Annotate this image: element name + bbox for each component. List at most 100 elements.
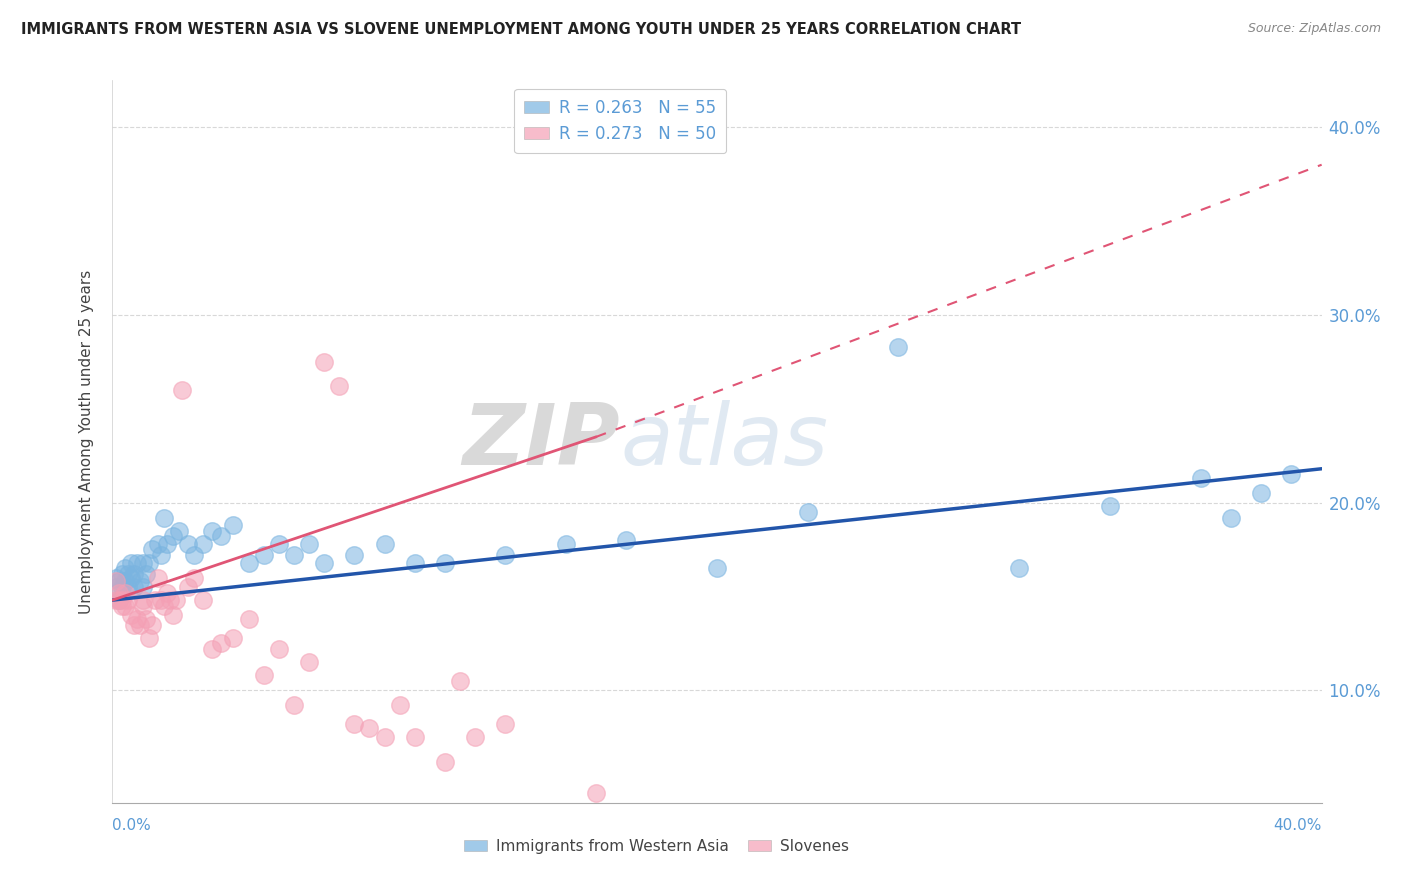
- Point: [388, 698, 411, 713]
- Point: [132, 580, 155, 594]
- Point: [165, 593, 187, 607]
- Point: [201, 524, 224, 538]
- Point: [238, 612, 260, 626]
- Point: [177, 580, 200, 594]
- Text: 0.0%: 0.0%: [112, 818, 152, 833]
- Point: [359, 721, 381, 735]
- Point: [495, 548, 517, 562]
- Point: [114, 585, 136, 599]
- Point: [585, 786, 607, 800]
- Point: [253, 668, 276, 682]
- Point: [183, 548, 205, 562]
- Point: [343, 548, 366, 562]
- Point: [125, 612, 148, 626]
- Point: [114, 561, 136, 575]
- Point: [314, 355, 336, 369]
- Point: [141, 617, 163, 632]
- Text: atlas: atlas: [620, 400, 828, 483]
- Point: [238, 556, 260, 570]
- Point: [135, 566, 157, 581]
- Point: [1189, 471, 1212, 485]
- Point: [343, 717, 366, 731]
- Point: [114, 599, 136, 613]
- Point: [110, 599, 132, 613]
- Point: [107, 593, 129, 607]
- Point: [283, 698, 305, 713]
- Point: [120, 571, 142, 585]
- Point: [128, 617, 150, 632]
- Point: [146, 571, 169, 585]
- Point: [201, 641, 224, 656]
- Point: [146, 537, 169, 551]
- Point: [314, 556, 336, 570]
- Point: [110, 580, 132, 594]
- Point: [143, 593, 166, 607]
- Point: [1279, 467, 1302, 482]
- Point: [110, 593, 132, 607]
- Point: [128, 574, 150, 589]
- Point: [183, 571, 205, 585]
- Point: [222, 518, 245, 533]
- Point: [209, 529, 232, 543]
- Point: [616, 533, 638, 547]
- Point: [298, 655, 321, 669]
- Point: [125, 556, 148, 570]
- Point: [267, 537, 290, 551]
- Point: [298, 537, 321, 551]
- Point: [110, 566, 132, 581]
- Point: [104, 571, 127, 585]
- Point: [162, 608, 184, 623]
- Point: [122, 617, 145, 632]
- Point: [433, 556, 456, 570]
- Point: [374, 730, 396, 744]
- Point: [433, 755, 456, 769]
- Point: [117, 566, 139, 581]
- Y-axis label: Unemployment Among Youth under 25 years: Unemployment Among Youth under 25 years: [79, 269, 94, 614]
- Point: [796, 505, 818, 519]
- Legend: Immigrants from Western Asia, Slovenes: Immigrants from Western Asia, Slovenes: [458, 833, 855, 860]
- Point: [495, 717, 517, 731]
- Point: [120, 556, 142, 570]
- Point: [374, 537, 396, 551]
- Point: [104, 580, 127, 594]
- Point: [156, 537, 179, 551]
- Point: [209, 636, 232, 650]
- Point: [104, 574, 127, 589]
- Point: [107, 585, 129, 599]
- Point: [104, 593, 127, 607]
- Point: [132, 593, 155, 607]
- Point: [1098, 500, 1121, 514]
- Point: [107, 593, 129, 607]
- Point: [153, 510, 176, 524]
- Point: [1008, 561, 1031, 575]
- Point: [328, 379, 350, 393]
- Point: [132, 556, 155, 570]
- Point: [162, 529, 184, 543]
- Point: [887, 340, 910, 354]
- Point: [449, 673, 471, 688]
- Point: [1220, 510, 1243, 524]
- Text: Source: ZipAtlas.com: Source: ZipAtlas.com: [1247, 22, 1381, 36]
- Text: ZIP: ZIP: [463, 400, 620, 483]
- Point: [159, 593, 181, 607]
- Point: [149, 593, 172, 607]
- Text: 40.0%: 40.0%: [1274, 818, 1322, 833]
- Point: [138, 556, 160, 570]
- Point: [253, 548, 276, 562]
- Point: [153, 599, 176, 613]
- Point: [141, 542, 163, 557]
- Point: [156, 585, 179, 599]
- Point: [107, 574, 129, 589]
- Point: [149, 548, 172, 562]
- Point: [117, 580, 139, 594]
- Point: [135, 612, 157, 626]
- Point: [120, 608, 142, 623]
- Point: [170, 383, 193, 397]
- Point: [706, 561, 728, 575]
- Point: [283, 548, 305, 562]
- Point: [404, 556, 426, 570]
- Point: [191, 537, 214, 551]
- Point: [122, 580, 145, 594]
- Point: [122, 566, 145, 581]
- Point: [191, 593, 214, 607]
